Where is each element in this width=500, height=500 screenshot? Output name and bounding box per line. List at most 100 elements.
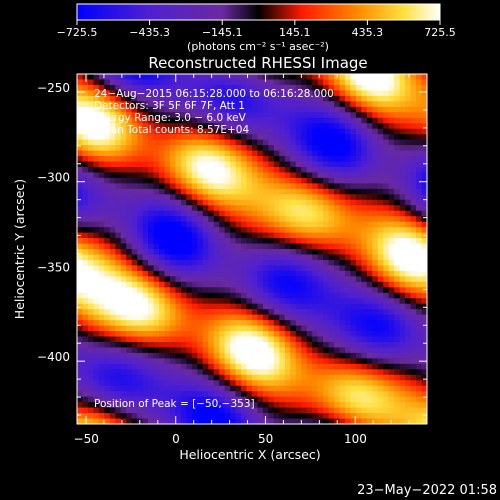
heatmap-cell: [115, 199, 122, 206]
heatmap-cell: [93, 161, 100, 168]
heatmap-cell: [344, 254, 352, 261]
heatmap-cell: [350, 303, 357, 310]
heatmap-cell: [301, 287, 308, 294]
heatmap-cell: [421, 90, 427, 97]
heatmap-cell: [208, 320, 215, 327]
heatmap-cell: [312, 101, 319, 108]
heatmap-cell: [328, 336, 335, 343]
heatmap-cell: [213, 123, 220, 130]
heatmap-cell: [273, 139, 280, 146]
heatmap-cell: [290, 325, 297, 332]
heatmap-cell: [366, 396, 373, 403]
heatmap-cell: [405, 238, 412, 245]
heatmap-cell: [410, 369, 417, 376]
heatmap-cell: [93, 407, 100, 414]
heatmap-cell: [180, 128, 187, 135]
heatmap-cell: [252, 74, 259, 81]
heatmap-cell: [317, 325, 324, 332]
heatmap-cell: [257, 276, 264, 283]
heatmap-cell: [159, 161, 166, 168]
heatmap-cell: [306, 374, 313, 381]
heatmap-cell: [98, 177, 105, 184]
heatmap-cell: [87, 265, 95, 272]
heatmap-cell: [301, 292, 308, 299]
heatmap-cell: [224, 205, 231, 212]
heatmap-cell: [191, 145, 198, 152]
heatmap-cell: [98, 172, 105, 179]
heatmap-cell: [334, 254, 341, 261]
heatmap-cell: [273, 358, 280, 365]
heatmap-cell: [416, 90, 423, 97]
heatmap-cell: [235, 352, 242, 359]
heatmap-cell: [131, 227, 138, 234]
heatmap-cell: [137, 161, 144, 168]
heatmap-cell: [131, 363, 138, 370]
heatmap-cell: [257, 145, 264, 152]
heatmap-cell: [350, 276, 357, 283]
heatmap-cell: [290, 232, 297, 239]
heatmap-cell: [372, 249, 379, 256]
heatmap-cell: [421, 216, 427, 223]
heatmap-cell: [126, 270, 133, 277]
heatmap-cell: [241, 320, 248, 327]
heatmap-cell: [104, 407, 111, 414]
heatmap-cell: [273, 270, 280, 277]
heatmap-cell: [339, 303, 346, 310]
heatmap-cell: [416, 374, 423, 381]
heatmap-cell: [301, 303, 308, 310]
heatmap-cell: [175, 298, 182, 305]
heatmap-cell: [137, 210, 144, 217]
heatmap-cell: [262, 276, 270, 283]
heatmap-cell: [213, 380, 220, 387]
heatmap-cell: [235, 243, 242, 250]
heatmap-cell: [93, 341, 100, 349]
heatmap-cell: [361, 123, 368, 130]
heatmap-cell: [334, 123, 341, 130]
heatmap-cell: [252, 407, 259, 414]
heatmap-cell: [180, 259, 187, 267]
heatmap-cell: [131, 358, 138, 365]
heatmap-cell: [120, 84, 127, 92]
heatmap-cell: [241, 281, 248, 288]
heatmap-cell: [328, 320, 335, 327]
heatmap-cell: [235, 172, 242, 179]
heatmap-cell: [301, 347, 308, 354]
heatmap-cell: [295, 188, 302, 195]
heatmap-cell: [366, 292, 373, 299]
heatmap-cell: [202, 402, 209, 409]
heatmap-cell: [131, 325, 138, 332]
heatmap-cell: [77, 150, 84, 157]
heatmap-cell: [383, 238, 390, 245]
heatmap-cell: [301, 194, 308, 201]
heatmap-cell: [262, 407, 270, 414]
heatmap-cell: [388, 139, 395, 146]
heatmap-cell: [377, 418, 384, 424]
heatmap-cell: [131, 199, 138, 206]
heatmap-cell: [93, 413, 100, 420]
heatmap-cell: [344, 270, 352, 277]
heatmap-cell: [405, 254, 412, 261]
heatmap-cell: [312, 347, 319, 354]
heatmap-cell: [405, 380, 412, 387]
heatmap-cell: [410, 150, 417, 157]
heatmap-cell: [344, 336, 352, 343]
heatmap-cell: [262, 314, 270, 321]
heatmap-cell: [208, 112, 215, 119]
heatmap-cell: [262, 199, 270, 206]
heatmap-cell: [388, 90, 395, 97]
heatmap-cell: [197, 117, 204, 124]
heatmap-cell: [312, 139, 319, 146]
heatmap-cell: [301, 270, 308, 277]
heatmap-cell: [410, 270, 417, 277]
heatmap-cell: [153, 177, 160, 184]
heatmap-cell: [169, 123, 177, 130]
heatmap-cell: [93, 177, 100, 184]
heatmap-cell: [120, 418, 127, 424]
heatmap-cell: [202, 358, 209, 365]
heatmap-cell: [153, 309, 160, 316]
heatmap-cell: [279, 385, 286, 392]
heatmap-cell: [202, 270, 209, 277]
heatmap-cell: [323, 309, 330, 316]
heatmap-cell: [323, 177, 330, 184]
heatmap-cell: [317, 292, 324, 299]
